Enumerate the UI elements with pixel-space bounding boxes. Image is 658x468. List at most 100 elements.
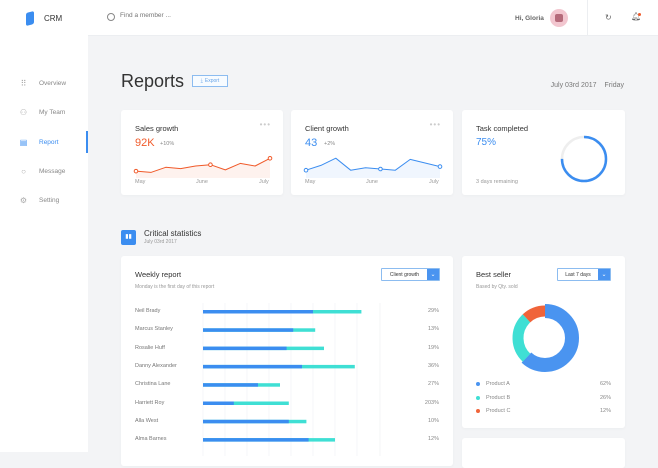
sparkline-area <box>136 158 270 178</box>
task-remaining: 3 days remaining <box>476 179 518 185</box>
row-percent: 203% <box>424 399 439 406</box>
card-subtitle: Monday is the first day of this report <box>135 284 215 290</box>
sidebar-item-my-team[interactable]: ⚇ My Team <box>0 101 88 123</box>
x-label: July <box>429 179 439 185</box>
legend-dot <box>476 396 480 400</box>
more-icon[interactable]: ••• <box>429 120 441 129</box>
x-label: July <box>259 179 269 185</box>
avatar[interactable] <box>550 9 568 27</box>
legend-item-product-c: Product C 12% <box>476 408 611 414</box>
row-percent: 12% <box>427 436 439 443</box>
current-date: July 03rd 2017 Friday <box>551 82 624 89</box>
sidebar-item-label: Message <box>39 167 66 175</box>
search-input[interactable] <box>120 12 280 19</box>
bar-primary <box>203 364 302 369</box>
section-title: Critical statistics <box>144 229 202 238</box>
sidebar: CRM ⠿ Overview ⚇ My Team ▤ Report ○ Message … <box>0 0 88 452</box>
sidebar-item-report[interactable]: ▤ Report <box>0 131 88 153</box>
divider <box>587 0 588 36</box>
message-icon: ○ <box>21 166 26 176</box>
client-growth-card: Client growth ••• 43 +2% May June July <box>291 110 453 195</box>
best-seller-donut <box>511 304 579 372</box>
gear-icon: ⚙ <box>19 195 28 205</box>
row-name: Marcus Stanley <box>135 326 173 333</box>
legend-label: Product A <box>486 381 510 387</box>
document-icon: ▤ <box>19 137 28 147</box>
bell-icon[interactable]: 🔔︎ <box>631 12 642 21</box>
sparkline-area <box>306 158 440 178</box>
task-value: 75% <box>476 137 497 148</box>
row-name: Rosalie Huff <box>135 344 165 351</box>
select-value: Last 7 days <box>565 271 591 278</box>
bar-primary <box>203 328 294 332</box>
client-sparkline <box>303 157 443 178</box>
select-value: Client growth <box>389 271 420 278</box>
period-select[interactable]: Last 7 days ⌄ <box>557 268 611 281</box>
progress-arc <box>560 135 608 183</box>
brand-name: CRM <box>44 14 63 23</box>
bar-primary <box>203 346 287 351</box>
weekday: Friday <box>604 82 624 89</box>
row-name: Danny Alexander <box>135 362 177 369</box>
notification-dot <box>638 13 641 16</box>
best-seller-card: Best seller Based by Qty. sold Last 7 da… <box>462 256 625 428</box>
x-label: May <box>305 179 316 185</box>
row-percent: 10% <box>427 417 439 424</box>
download-icon: ⤓ <box>200 78 203 84</box>
row-percent: 19% <box>427 344 439 351</box>
bar-primary <box>203 419 289 424</box>
task-completed-card: Task completed 75% 3 days remaining <box>462 110 625 195</box>
date-text: July 03rd 2017 <box>550 82 597 89</box>
client-change: +2% <box>324 141 336 147</box>
sidebar-item-label: Overview <box>39 79 67 87</box>
donut-slice <box>512 305 578 371</box>
grid-icon: ⠿ <box>20 78 27 88</box>
x-label: June <box>196 179 208 185</box>
more-icon[interactable]: ••• <box>259 120 271 129</box>
top-bar: Hi, Gloria ↻ 🔔︎ <box>88 0 658 36</box>
card-title: Task completed <box>476 124 529 133</box>
sidebar-item-label: Setting <box>39 196 60 204</box>
chevron-down-icon: ⌄ <box>598 269 610 280</box>
sales-growth-card: Sales growth ••• 92K +10% May June July <box>121 110 283 195</box>
sparkline-point <box>267 155 273 161</box>
legend-label: Product C <box>486 408 511 414</box>
sidebar-item-label: My Team <box>39 108 66 116</box>
legend-item-product-b: Product B 26% <box>476 395 611 401</box>
bar-primary <box>203 310 313 314</box>
x-label: May <box>135 179 146 185</box>
legend-item-product-a: Product A 62% <box>476 381 611 387</box>
weekly-filter-select[interactable]: Client growth ⌄ <box>381 268 440 281</box>
search-icon <box>107 13 115 21</box>
chevron-down-icon: ⌄ <box>427 269 439 280</box>
row-percent: 29% <box>427 308 439 314</box>
legend-value: 12% <box>599 408 611 414</box>
x-label: June <box>366 179 378 185</box>
sidebar-item-setting[interactable]: ⚙ Setting <box>0 189 88 211</box>
sparkline-point <box>303 167 309 173</box>
sidebar-item-message[interactable]: ○ Message <box>0 160 88 182</box>
weekly-bar-chart <box>202 303 381 456</box>
team-icon: ⚇ <box>19 107 28 117</box>
legend-value: 62% <box>599 381 611 387</box>
sidebar-item-overview[interactable]: ⠿ Overview <box>0 72 88 94</box>
greeting: Hi, Gloria <box>515 15 544 22</box>
card-title: Sales growth <box>135 124 179 133</box>
legend-dot <box>476 382 480 386</box>
sparkline-point <box>378 166 383 172</box>
page-title: Reports <box>121 71 185 91</box>
refresh-icon[interactable]: ↻ <box>605 13 612 22</box>
client-value: 43 <box>305 137 318 149</box>
weekly-report-card: Weekly report Monday is the first day of… <box>121 256 453 466</box>
legend-label: Product B <box>486 395 511 401</box>
row-name: Christina Lane <box>135 381 171 388</box>
sparkline-point <box>133 168 139 174</box>
bar-chart-icon: ▮▮ <box>121 230 136 245</box>
row-percent: 13% <box>427 326 439 333</box>
export-button[interactable]: ⤓ Export <box>192 75 228 87</box>
sales-change: +10% <box>160 141 175 147</box>
logo-icon <box>26 10 34 27</box>
row-name: Harriett Roy <box>135 399 165 406</box>
row-name: Neil Brady <box>135 308 161 314</box>
row-name: Alla West <box>135 417 159 424</box>
